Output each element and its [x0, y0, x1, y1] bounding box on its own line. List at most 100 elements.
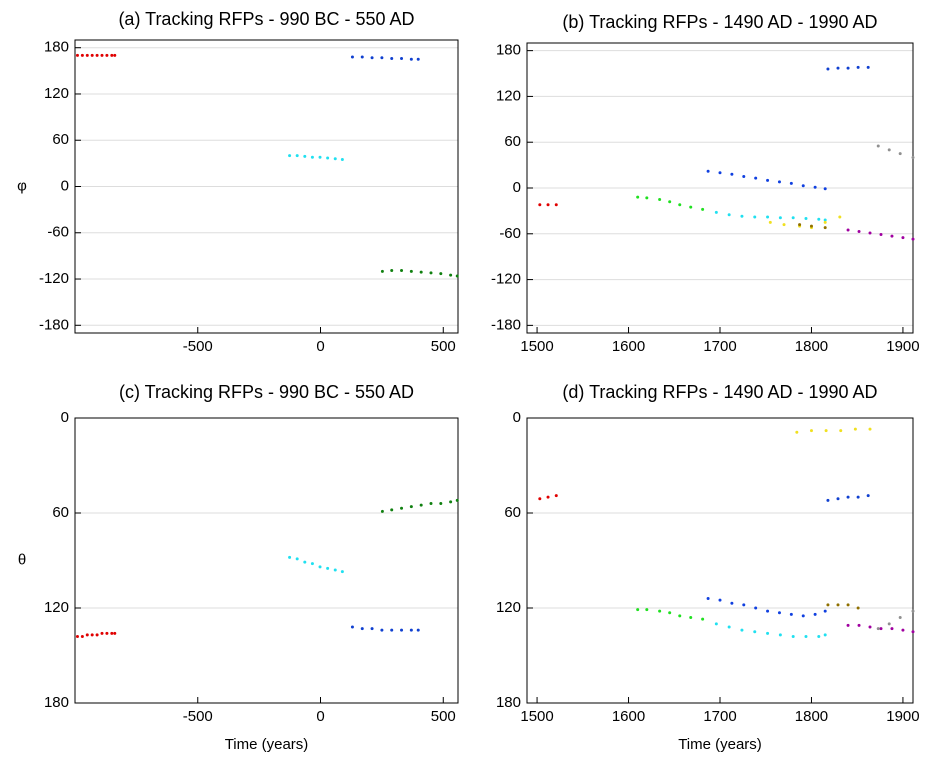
data-point	[409, 505, 413, 509]
data-point	[295, 154, 299, 158]
data-point	[95, 53, 99, 57]
data-point	[429, 271, 433, 275]
x-tick-label: 1500	[520, 708, 553, 725]
data-point	[701, 617, 705, 621]
data-point	[90, 633, 94, 637]
data-point	[105, 53, 109, 57]
data-point	[901, 628, 905, 632]
y-tick-label: -180	[39, 316, 69, 333]
data-point	[730, 172, 734, 176]
data-point	[439, 272, 443, 276]
data-point	[801, 184, 805, 188]
data-point	[766, 178, 770, 182]
data-point	[538, 203, 542, 207]
data-point	[538, 497, 542, 501]
data-point	[439, 502, 443, 505]
data-point	[310, 155, 314, 159]
data-point	[449, 500, 453, 504]
chart-title: (b) Tracking RFPs - 1490 AD - 1990 AD	[562, 12, 877, 32]
x-tick-label: 0	[316, 338, 324, 355]
data-point	[839, 429, 843, 433]
plot-frame	[526, 417, 914, 704]
data-point	[778, 216, 782, 220]
x-tick-label: 500	[431, 708, 456, 725]
data-point	[645, 608, 649, 612]
data-point	[911, 237, 915, 241]
data-point	[742, 603, 746, 607]
data-point	[706, 597, 710, 600]
data-point	[718, 598, 722, 602]
data-point	[727, 213, 731, 217]
data-point	[85, 633, 89, 637]
data-point	[782, 223, 786, 227]
data-point	[778, 633, 782, 637]
data-point	[887, 622, 891, 626]
y-tick-label: -180	[491, 316, 521, 333]
y-tick-label: 120	[44, 599, 69, 616]
data-point	[110, 53, 114, 57]
data-point	[753, 630, 757, 634]
chart-title: (a) Tracking RFPs - 990 BC - 550 AD	[118, 9, 414, 29]
y-tick-label: 180	[44, 694, 69, 711]
data-point	[866, 65, 870, 69]
data-point	[645, 196, 649, 200]
data-point	[658, 197, 662, 201]
data-point	[400, 269, 404, 273]
data-point	[390, 508, 394, 512]
data-point	[416, 57, 420, 61]
data-point	[288, 555, 292, 559]
data-point	[706, 169, 710, 173]
data-point	[766, 631, 770, 635]
y-tick-label: 180	[496, 42, 521, 59]
data-point	[554, 203, 558, 207]
data-point	[911, 609, 915, 613]
data-point	[318, 155, 322, 159]
data-point	[795, 430, 799, 434]
data-point	[887, 148, 891, 152]
data-point	[409, 628, 413, 632]
data-point	[868, 625, 872, 629]
data-point	[80, 53, 84, 57]
y-tick-label: -120	[491, 271, 521, 288]
data-point	[455, 498, 459, 502]
data-point	[340, 570, 344, 574]
data-point	[809, 429, 813, 433]
data-point	[804, 635, 808, 638]
data-point	[846, 623, 850, 627]
data-point	[777, 180, 781, 184]
data-point	[678, 614, 682, 618]
y-tick-label: 0	[61, 409, 69, 426]
data-point	[846, 66, 850, 70]
data-point	[416, 628, 420, 632]
data-point	[911, 155, 915, 159]
data-point	[390, 628, 394, 632]
x-tick-label: 500	[431, 338, 456, 355]
data-point	[658, 609, 662, 613]
data-point	[318, 565, 322, 569]
x-axis-label: Time (years)	[678, 736, 762, 753]
data-point	[95, 633, 99, 637]
data-point	[866, 494, 870, 498]
data-point	[898, 616, 902, 619]
data-point	[295, 557, 299, 561]
data-point	[817, 217, 821, 221]
data-point	[310, 562, 314, 566]
data-point	[823, 218, 827, 222]
x-tick-label: 1700	[703, 708, 736, 725]
data-point	[400, 628, 404, 632]
data-point	[768, 220, 772, 224]
data-point	[113, 631, 117, 635]
data-point	[546, 203, 550, 207]
data-point	[836, 497, 840, 501]
data-point	[826, 603, 830, 607]
data-point	[857, 230, 861, 233]
data-point	[911, 630, 915, 634]
data-point	[85, 53, 89, 57]
data-point	[303, 560, 307, 564]
data-point	[689, 205, 693, 209]
data-point	[110, 631, 114, 635]
data-point	[668, 611, 672, 615]
data-point	[879, 627, 883, 631]
